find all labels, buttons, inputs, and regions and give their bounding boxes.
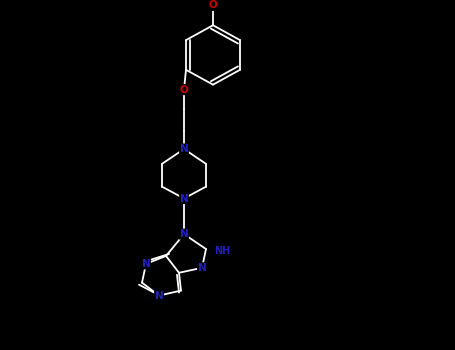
Text: NH: NH	[214, 246, 230, 256]
Text: N: N	[180, 194, 188, 203]
Text: O: O	[180, 85, 188, 95]
Text: N: N	[197, 263, 207, 273]
Text: N: N	[155, 290, 163, 301]
Text: N: N	[180, 144, 188, 154]
Text: N: N	[180, 229, 188, 239]
Text: O: O	[209, 0, 217, 10]
Text: N: N	[142, 259, 150, 269]
